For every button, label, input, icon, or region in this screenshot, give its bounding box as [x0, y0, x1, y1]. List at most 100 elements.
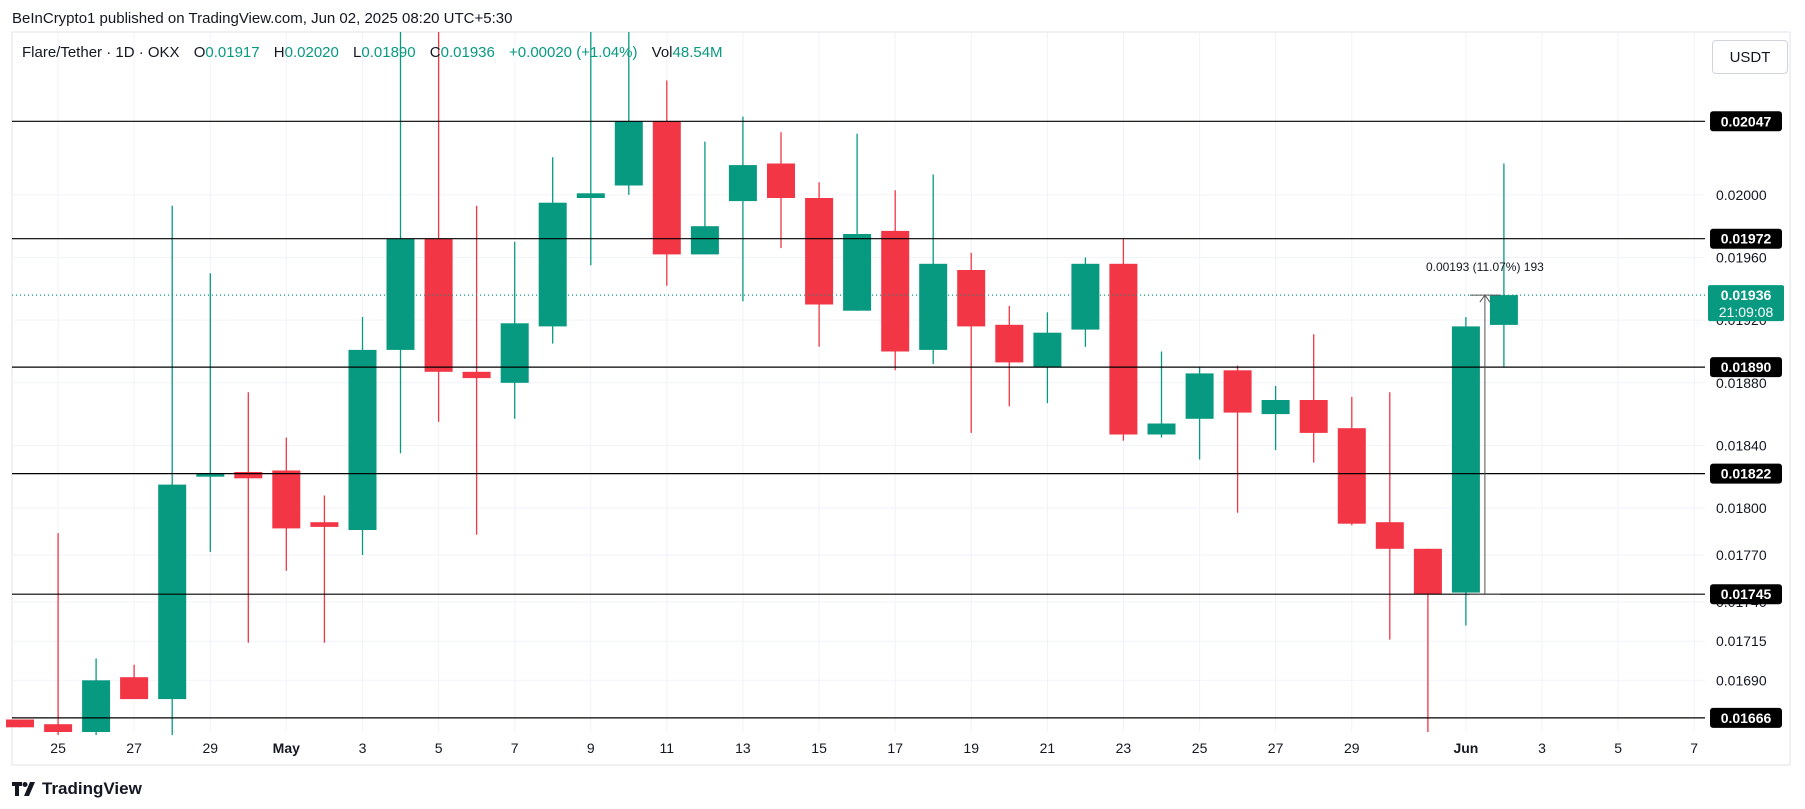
candle-body: [348, 349, 377, 530]
price-level-label: 0.02047: [1721, 113, 1772, 129]
x-tick-label: 13: [735, 740, 751, 756]
y-tick-label: 0.01715: [1716, 633, 1767, 649]
low-value: 0.01890: [361, 44, 416, 61]
candle-body: [805, 198, 834, 305]
y-tick-label: 0.01690: [1716, 672, 1767, 688]
current-price-label: 0.01936: [1721, 287, 1772, 303]
price-level-label: 0.01666: [1721, 710, 1772, 726]
x-tick-label: 11: [660, 740, 675, 756]
close-value: 0.01936: [440, 44, 495, 61]
change-value: +0.00020 (+1.04%): [509, 44, 638, 61]
price-level-label: 0.01972: [1721, 231, 1772, 247]
open-value: 0.01917: [205, 44, 260, 61]
x-tick-label: 25: [50, 740, 66, 756]
candle-body: [538, 202, 567, 327]
candle-body: [1147, 423, 1176, 435]
candle-body: [82, 680, 111, 732]
candle-body: [576, 193, 605, 198]
volume-label: Vol: [651, 44, 673, 61]
candle-body: [234, 472, 263, 479]
candle-body: [1261, 400, 1290, 415]
price-level-label: 0.01745: [1721, 586, 1772, 602]
y-tick-label: 0.01960: [1716, 250, 1767, 266]
measure-arrow: [1479, 294, 1491, 303]
candle-body: [690, 226, 719, 255]
x-tick-label: 29: [1344, 740, 1360, 756]
measure-label: 0.00193 (11.07%) 193: [1426, 260, 1544, 274]
symbol-info[interactable]: Flare/Tether · 1D · OKX: [22, 44, 180, 61]
y-tick-label: 0.01770: [1716, 547, 1767, 563]
candle-body: [1185, 373, 1214, 419]
candle-body: [995, 324, 1024, 363]
price-level-tag: [1710, 357, 1782, 378]
candle-body: [767, 163, 795, 198]
tradingview-logo[interactable]: TradingView: [12, 779, 142, 799]
candle-body: [652, 121, 681, 255]
x-tick-label: 19: [963, 740, 979, 756]
candle-body: [728, 165, 757, 202]
ohlc-legend: Flare/Tether · 1D · OKX O0.01917 H0.0202…: [22, 44, 733, 61]
price-level-tag: [1710, 463, 1782, 484]
chart-frame: [11, 31, 1791, 766]
current-price-tag: [1708, 285, 1784, 322]
candle-body: [1223, 370, 1252, 413]
x-tick-label: 3: [359, 740, 367, 756]
candle-body: [462, 371, 491, 379]
low-label: L: [353, 44, 362, 61]
candle-body: [1451, 326, 1480, 593]
high-label: H: [273, 44, 285, 61]
currency-button[interactable]: USDT: [1712, 40, 1788, 74]
candle-body: [424, 238, 453, 372]
candle-body: [1413, 548, 1442, 595]
candle-body: [843, 234, 872, 311]
price-level-tag: [1710, 228, 1782, 249]
candle-body: [881, 230, 910, 352]
x-tick-label: 25: [1192, 740, 1208, 756]
volume-value: 48.54M: [672, 44, 723, 61]
high-value: 0.02020: [284, 44, 339, 61]
candle-body: [310, 522, 339, 527]
publisher-line: BeInCrypto1 published on TradingView.com…: [12, 10, 513, 27]
candle-body: [386, 238, 415, 350]
open-label: O: [193, 44, 206, 61]
x-tick-label: 27: [126, 740, 142, 756]
x-tick-label: 3: [1538, 740, 1546, 756]
x-tick-label: 15: [811, 740, 827, 756]
candle-body: [500, 323, 529, 383]
brand-name: TradingView: [42, 779, 142, 798]
y-tick-label: 0.02000: [1716, 187, 1767, 203]
candle-body: [44, 724, 73, 732]
candle-body: [272, 470, 301, 529]
tradingview-icon: [12, 782, 35, 796]
candle-body: [6, 719, 34, 728]
x-tick-label: Jun: [1453, 740, 1478, 756]
x-tick-label: 27: [1268, 740, 1284, 756]
candle-body: [1375, 522, 1404, 549]
x-tick-label: 23: [1116, 740, 1132, 756]
x-tick-label: 9: [587, 740, 595, 756]
countdown-label: 21:09:08: [1719, 304, 1774, 320]
x-tick-label: 5: [435, 740, 443, 756]
x-tick-label: May: [273, 740, 300, 756]
candle-body: [196, 473, 225, 477]
candle-body: [1337, 428, 1366, 524]
close-label: C: [429, 44, 441, 61]
candle-body: [1071, 263, 1100, 330]
candle-body: [614, 121, 643, 186]
candle-body: [1109, 263, 1138, 435]
price-level-label: 0.01890: [1721, 359, 1772, 375]
x-tick-label: 7: [1690, 740, 1698, 756]
y-tick-label: 0.01840: [1716, 437, 1767, 453]
x-tick-label: 5: [1614, 740, 1622, 756]
x-tick-label: 17: [887, 740, 903, 756]
y-tick-label: 0.01800: [1716, 500, 1767, 516]
price-level-tag: [1710, 707, 1782, 728]
candle-body: [957, 270, 986, 327]
price-level-label: 0.01822: [1721, 466, 1772, 482]
candle-body: [1299, 400, 1328, 433]
candle-body: [1489, 295, 1518, 325]
price-level-tag: [1710, 584, 1782, 605]
y-tick-label: 0.01880: [1716, 375, 1767, 391]
candle-body: [158, 484, 187, 700]
